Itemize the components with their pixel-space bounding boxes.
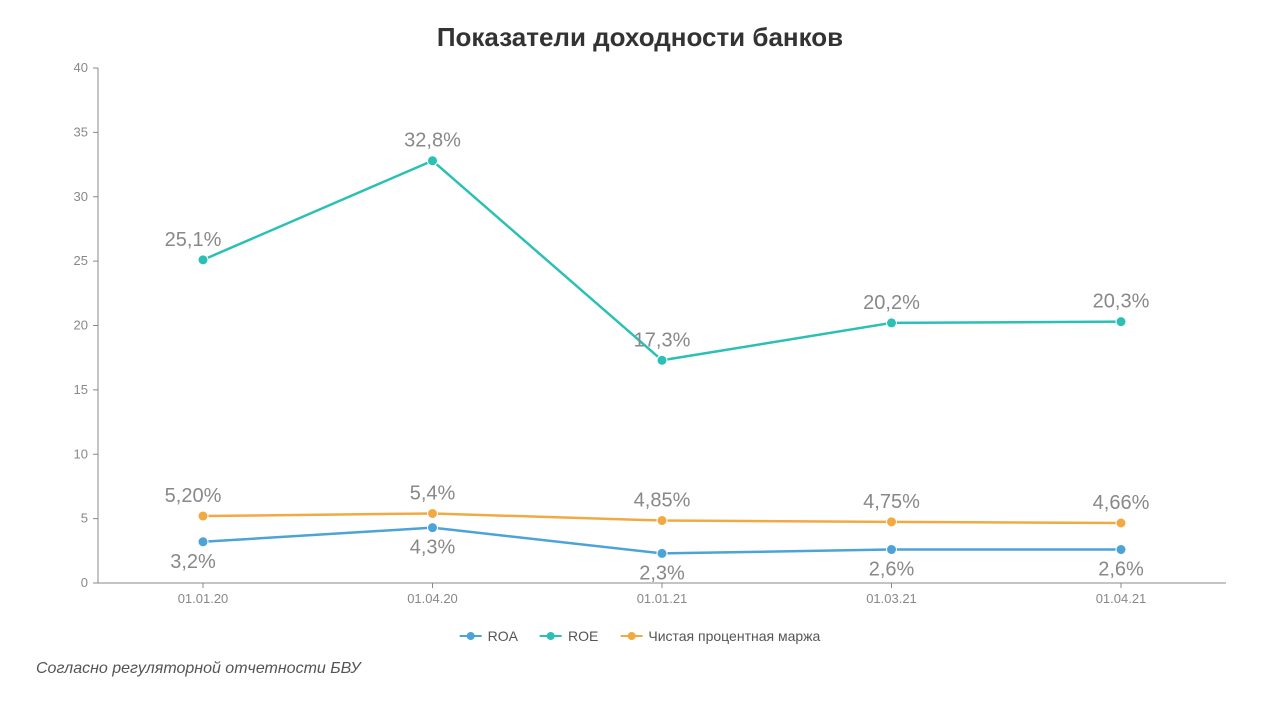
series-marker: [428, 508, 438, 518]
data-label: 4,75%: [863, 491, 920, 513]
x-tick-label: 01.04.21: [1096, 591, 1147, 606]
legend-item: Чистая процентная маржа: [620, 628, 820, 644]
y-tick-label: 40: [74, 60, 88, 75]
y-tick-label: 25: [74, 253, 88, 268]
data-label: 5,4%: [410, 482, 456, 504]
series-marker: [198, 255, 208, 265]
series-marker: [657, 516, 667, 526]
legend-item: ROA: [460, 628, 518, 644]
y-tick-label: 10: [74, 446, 88, 461]
y-tick-label: 15: [74, 382, 88, 397]
y-tick-label: 20: [74, 318, 88, 333]
data-label: 20,3%: [1093, 291, 1150, 313]
series-marker: [1116, 317, 1126, 327]
series-marker: [657, 355, 667, 365]
data-label: 4,3%: [410, 537, 456, 559]
y-tick-label: 5: [81, 511, 88, 526]
x-tick-label: 01.01.20: [178, 591, 229, 606]
legend-item: ROE: [540, 628, 598, 644]
legend: ROA ROE Чистая процентная маржа: [460, 628, 821, 644]
chart-container: Показатели доходности банков 05101520253…: [0, 0, 1280, 702]
legend-swatch: [460, 635, 482, 638]
series-marker: [198, 511, 208, 521]
data-label: 2,6%: [869, 559, 915, 581]
legend-label: ROE: [568, 628, 598, 644]
data-label: 2,6%: [1098, 559, 1144, 581]
legend-swatch: [620, 635, 642, 638]
data-label: 25,1%: [165, 229, 222, 251]
y-tick-label: 30: [74, 189, 88, 204]
series-marker: [1116, 545, 1126, 555]
data-label: 2,3%: [639, 562, 685, 584]
series-marker: [428, 156, 438, 166]
data-label: 17,3%: [634, 329, 691, 351]
y-tick-label: 35: [74, 124, 88, 139]
series-marker: [428, 523, 438, 533]
x-tick-label: 01.03.21: [866, 591, 917, 606]
data-label: 32,8%: [404, 130, 461, 152]
series-marker: [887, 517, 897, 527]
legend-label: Чистая процентная маржа: [648, 628, 820, 644]
data-label: 5,20%: [165, 485, 222, 507]
legend-swatch: [540, 635, 562, 638]
footer-note: Согласно регуляторной отчетности БВУ: [36, 660, 361, 678]
x-tick-label: 01.01.21: [637, 591, 688, 606]
series-marker: [657, 548, 667, 558]
data-label: 4,66%: [1093, 492, 1150, 514]
x-tick-label: 01.04.20: [407, 591, 458, 606]
legend-label: ROA: [488, 628, 518, 644]
y-tick-label: 0: [81, 575, 88, 590]
series-marker: [198, 537, 208, 547]
series-marker: [887, 545, 897, 555]
data-label: 4,85%: [634, 490, 691, 512]
data-label: 3,2%: [170, 551, 216, 573]
series-marker: [887, 318, 897, 328]
chart-plot: 0 5 10 15 20 25 30 35 40 01.01.20 01.04.20 01.01.21…: [0, 0, 1280, 702]
data-label: 20,2%: [863, 292, 920, 314]
series-marker: [1116, 518, 1126, 528]
